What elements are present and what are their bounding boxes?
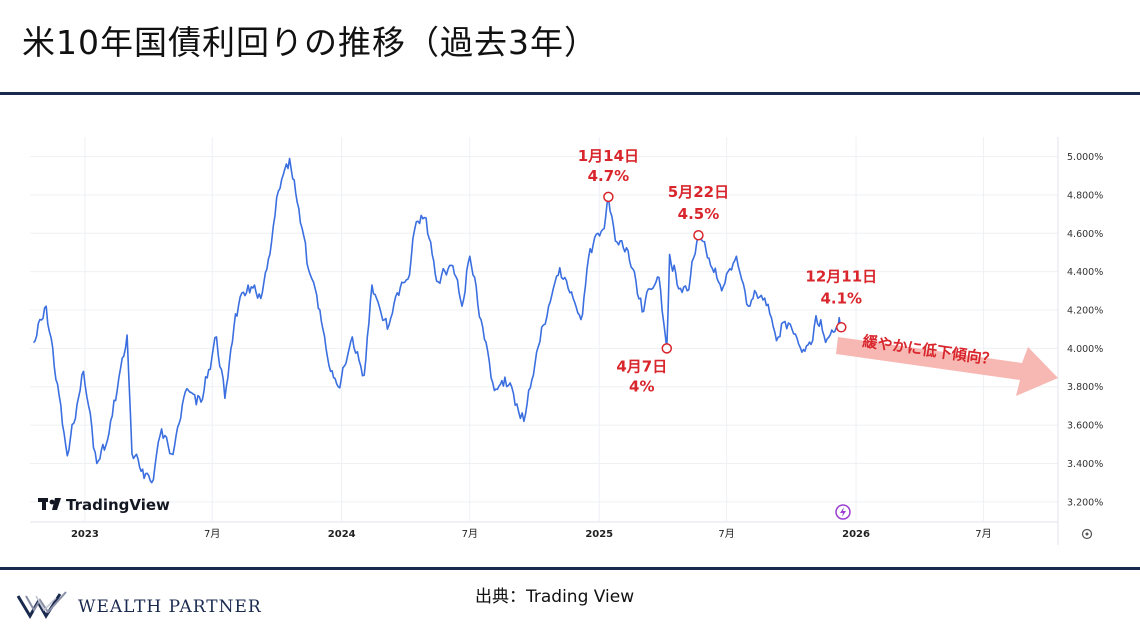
- brand-name: WEALTH PARTNER: [78, 597, 262, 617]
- y-tick-label: 4.600%: [1067, 229, 1103, 240]
- grid: [30, 137, 1058, 521]
- y-tick-label: 4.000%: [1067, 344, 1103, 355]
- y-tick-label: 3.800%: [1067, 382, 1103, 393]
- tradingview-logo-icon: [38, 498, 61, 510]
- header-divider: [0, 92, 1140, 95]
- x-tick-label: 7月: [462, 528, 478, 540]
- y-tick-label: 5.000%: [1067, 152, 1103, 163]
- y-tick-label: 4.400%: [1067, 267, 1103, 278]
- y-tick-label: 3.400%: [1067, 459, 1103, 470]
- flash-icon: [835, 504, 851, 520]
- annotation-marker: [603, 191, 614, 203]
- y-axis: 3.200% 3.400% 3.600% 3.800% 4.000% 4.200% 4.40…: [1057, 137, 1103, 545]
- x-tick-label: 7月: [204, 528, 220, 540]
- y-tick-label: 4.800%: [1067, 190, 1103, 201]
- tradingview-logo: TradingView: [38, 496, 170, 514]
- annotation-marker: [836, 322, 847, 333]
- page-title: 米10年国債利回りの推移（過去3年）: [22, 23, 598, 62]
- x-axis: 2023 7月 2024 7月 2025 7月 2026 7月: [30, 521, 1058, 540]
- annotation-marker: [693, 229, 704, 241]
- annotation-value-label: 4.7%: [588, 167, 630, 185]
- settings-gear-icon[interactable]: [1081, 528, 1093, 540]
- x-tick-label: 2026: [842, 529, 870, 540]
- annotation-date-label: 5月22日: [668, 183, 729, 201]
- source-note: 出典：Trading View: [475, 587, 635, 607]
- yield-line: [32, 157, 843, 484]
- annotation-value-label: 4.1%: [820, 289, 862, 307]
- annotation-value-label: 4%: [629, 377, 654, 395]
- yield-chart: 2023 7月 2024 7月 2025 7月 2026 7月 3.200% 3.400% 3.6…: [30, 137, 1103, 545]
- y-tick-label: 3.200%: [1067, 497, 1103, 508]
- annotation-date-label: 1月14日: [578, 147, 639, 165]
- annotation-marker: [661, 343, 673, 354]
- annotation-value-label: 4.5%: [678, 205, 720, 223]
- y-tick-label: 3.600%: [1067, 421, 1103, 432]
- wealth-partner-logo-icon: [16, 591, 67, 619]
- tradingview-logo-text: TradingView: [66, 496, 170, 514]
- trend-arrow-shape: [836, 337, 1058, 396]
- x-tick-label: 2023: [71, 529, 99, 540]
- annotation-date-label: 4月7日: [616, 357, 667, 375]
- annotation-date-label: 12月11日: [805, 267, 877, 285]
- x-tick-label: 2024: [328, 529, 356, 540]
- annotations: 1月14日 4.7% 5月22日 4.5% 4月7日 4% 12月11日 4.1%: [578, 147, 877, 396]
- x-tick-label: 7月: [718, 528, 734, 540]
- x-tick-label: 7月: [975, 528, 991, 540]
- x-tick-label: 2025: [585, 529, 613, 540]
- y-tick-label: 4.200%: [1067, 306, 1103, 317]
- footer-divider: [0, 567, 1140, 570]
